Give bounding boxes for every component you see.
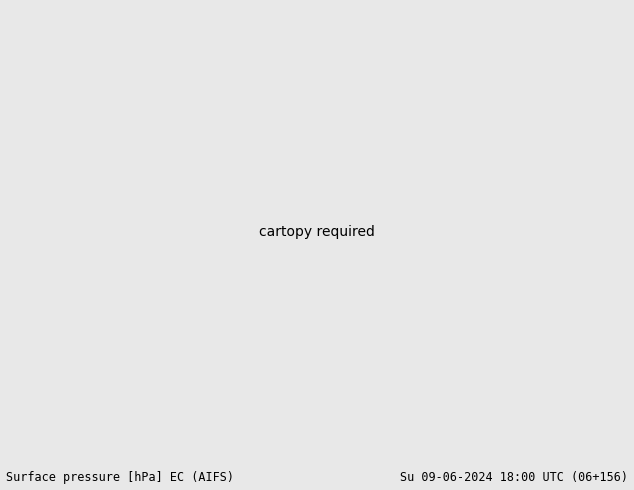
Text: Surface pressure [hPa] EC (AIFS): Surface pressure [hPa] EC (AIFS) (6, 471, 235, 484)
Text: Su 09-06-2024 18:00 UTC (06+156): Su 09-06-2024 18:00 UTC (06+156) (399, 471, 628, 484)
Text: cartopy required: cartopy required (259, 224, 375, 239)
